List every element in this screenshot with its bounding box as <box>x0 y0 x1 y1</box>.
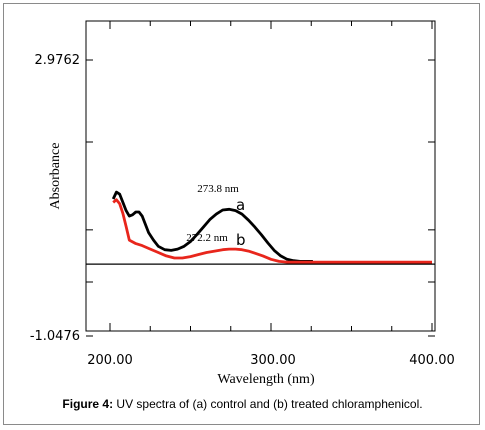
x-tick-label-300: 300.00 <box>250 353 296 368</box>
uv-spectra-chart: 2.9762 -1.0476 200.00 300.00 400.00 Wave… <box>30 20 455 387</box>
plot-area-border <box>85 20 436 332</box>
y-axis-title: Absorbance <box>48 143 63 210</box>
figure-caption: Figure 4: UV spectra of (a) control and … <box>0 397 485 411</box>
series-a-tag: a <box>236 196 245 214</box>
x-tick-label-400: 400.00 <box>409 353 455 368</box>
y-tick-label-bottom: -1.0476 <box>30 329 80 344</box>
x-tick-label-200: 200.00 <box>87 353 133 368</box>
x-axis-title: Wavelength (nm) <box>217 372 315 387</box>
caption-text: UV spectra of (a) control and (b) treate… <box>116 397 423 411</box>
axis-ticks <box>86 21 435 337</box>
caption-label: Figure 4: <box>62 397 114 411</box>
peak-a-label: 273.8 nm <box>197 183 239 195</box>
series-a-line <box>111 190 313 263</box>
peak-b-label: 272.2 nm <box>186 232 228 244</box>
y-tick-label-top: 2.9762 <box>35 53 81 68</box>
series-b-tag: b <box>236 231 246 249</box>
series-b-line <box>112 198 432 264</box>
